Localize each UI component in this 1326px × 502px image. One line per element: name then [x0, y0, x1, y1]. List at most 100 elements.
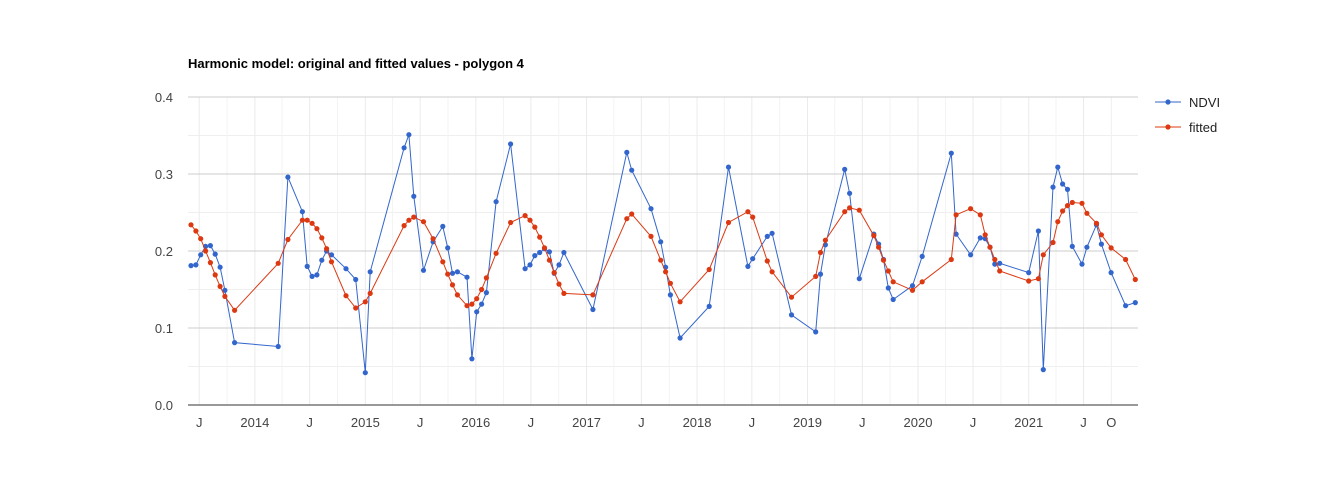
ndvi-point[interactable]	[304, 263, 310, 269]
ndvi-point[interactable]	[464, 274, 470, 280]
fitted-point[interactable]	[948, 256, 954, 263]
ndvi-point[interactable]	[677, 335, 683, 341]
legend[interactable]: NDVI fitted	[1155, 95, 1220, 135]
ndvi-point[interactable]	[362, 370, 368, 376]
ndvi-point[interactable]	[328, 252, 335, 258]
plot-area[interactable]	[188, 132, 1138, 376]
fitted-point[interactable]	[561, 290, 567, 296]
fitted-point[interactable]	[207, 260, 213, 266]
ndvi-point[interactable]	[1132, 300, 1138, 306]
ndvi-point[interactable]	[532, 253, 538, 259]
fitted-point[interactable]	[788, 294, 795, 300]
fitted-point[interactable]	[1035, 276, 1041, 282]
fitted-point[interactable]	[1064, 203, 1071, 209]
fitted-point[interactable]	[750, 214, 756, 220]
ndvi-point[interactable]	[624, 149, 630, 155]
ndvi-point[interactable]	[319, 257, 325, 263]
fitted-point[interactable]	[909, 287, 916, 293]
ndvi-point[interactable]	[546, 249, 553, 255]
fitted-point[interactable]	[880, 257, 887, 263]
fitted-point[interactable]	[309, 220, 315, 226]
fitted-point[interactable]	[847, 205, 853, 211]
ndvi-point[interactable]	[198, 252, 204, 258]
fitted-point[interactable]	[968, 206, 974, 212]
ndvi-point[interactable]	[193, 262, 199, 268]
ndvi-point[interactable]	[561, 249, 567, 256]
fitted-point[interactable]	[997, 268, 1003, 274]
fitted-point[interactable]	[1040, 252, 1046, 258]
ndvi-point[interactable]	[285, 174, 291, 180]
ndvi-point[interactable]	[648, 206, 654, 212]
fitted-point[interactable]	[532, 224, 538, 230]
fitted-point[interactable]	[1108, 245, 1114, 251]
ndvi-point[interactable]	[997, 260, 1003, 266]
fitted-point[interactable]	[856, 207, 862, 213]
ndvi-point[interactable]	[658, 239, 664, 245]
fitted-point[interactable]	[885, 268, 891, 274]
fitted-point[interactable]	[449, 282, 456, 288]
fitted-point[interactable]	[527, 217, 533, 223]
fitted-point[interactable]	[469, 301, 475, 307]
fitted-point[interactable]	[445, 271, 451, 277]
ndvi-point[interactable]	[590, 306, 596, 313]
ndvi-point[interactable]	[1108, 270, 1114, 276]
ndvi-point[interactable]	[842, 166, 848, 172]
ndvi-point[interactable]	[299, 209, 305, 215]
fitted-point[interactable]	[556, 281, 562, 287]
ndvi-point[interactable]	[813, 329, 819, 335]
ndvi-point[interactable]	[1055, 164, 1061, 170]
ndvi-point[interactable]	[788, 312, 795, 318]
fitted-point[interactable]	[328, 259, 335, 265]
ndvi-point[interactable]	[764, 233, 770, 239]
ndvi-point[interactable]	[367, 269, 373, 275]
fitted-point[interactable]	[658, 257, 664, 263]
fitted-point[interactable]	[222, 293, 228, 299]
fitted-point[interactable]	[401, 223, 407, 229]
fitted-point[interactable]	[817, 249, 824, 256]
fitted-point[interactable]	[1055, 219, 1061, 225]
fitted-point[interactable]	[440, 259, 446, 265]
fitted-point[interactable]	[212, 272, 218, 278]
ndvi-point[interactable]	[445, 245, 451, 251]
fitted-point[interactable]	[706, 266, 712, 273]
fitted-point[interactable]	[745, 209, 751, 215]
fitted-point[interactable]	[285, 236, 291, 243]
ndvi-point[interactable]	[745, 263, 751, 269]
fitted-point[interactable]	[677, 299, 683, 305]
ndvi-point[interactable]	[725, 164, 732, 170]
ndvi-point[interactable]	[353, 276, 359, 283]
ndvi-point[interactable]	[1035, 228, 1041, 234]
ndvi-point[interactable]	[1069, 243, 1075, 249]
ndvi-point[interactable]	[629, 167, 635, 173]
ndvi-point[interactable]	[343, 266, 349, 272]
fitted-point[interactable]	[464, 303, 470, 309]
series-ndvi[interactable]	[188, 132, 1138, 376]
fitted-point[interactable]	[842, 209, 848, 215]
fitted-point[interactable]	[493, 250, 499, 256]
fitted-point[interactable]	[406, 217, 412, 223]
ndvi-point[interactable]	[750, 256, 756, 262]
fitted-point[interactable]	[188, 222, 194, 228]
fitted-point[interactable]	[764, 258, 770, 264]
fitted-point[interactable]	[454, 292, 460, 298]
fitted-point[interactable]	[324, 246, 330, 252]
fitted-point[interactable]	[1069, 199, 1075, 206]
series-fitted[interactable]	[188, 199, 1138, 313]
ndvi-point[interactable]	[275, 343, 281, 350]
fitted-point[interactable]	[522, 213, 528, 219]
fitted-point[interactable]	[890, 279, 896, 285]
ndvi-point[interactable]	[212, 251, 218, 257]
ndvi-point[interactable]	[919, 253, 925, 259]
ndvi-point[interactable]	[454, 269, 460, 275]
fitted-point[interactable]	[362, 299, 368, 305]
ndvi-point[interactable]	[401, 145, 407, 151]
fitted-point[interactable]	[822, 237, 829, 243]
fitted-point[interactable]	[353, 305, 359, 311]
fitted-point[interactable]	[343, 293, 349, 299]
fitted-point[interactable]	[1079, 200, 1085, 206]
ndvi-point[interactable]	[909, 283, 916, 289]
ndvi-point[interactable]	[1060, 181, 1066, 187]
ndvi-point[interactable]	[440, 223, 446, 229]
fitted-point[interactable]	[1123, 256, 1129, 263]
ndvi-point[interactable]	[314, 272, 320, 278]
